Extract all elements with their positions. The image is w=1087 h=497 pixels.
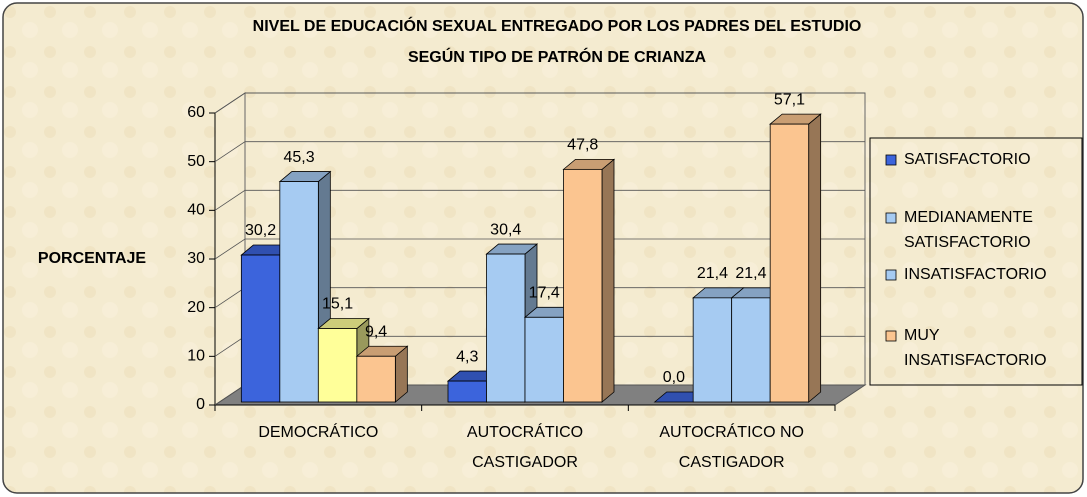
bar-front	[447, 380, 487, 403]
legend-swatch	[885, 212, 897, 224]
bar-front	[279, 181, 319, 403]
value-label: 0,0	[663, 369, 685, 386]
bar-side	[808, 113, 822, 403]
grid-line	[214, 92, 865, 114]
value-label: 45,3	[284, 149, 315, 166]
bar-front	[563, 168, 603, 403]
bar-front	[769, 123, 810, 403]
bar	[278, 170, 332, 403]
value-label: 21,4	[735, 265, 766, 282]
grid-line	[214, 189, 865, 211]
y-tick-label: 0	[196, 396, 205, 413]
value-label: 21,4	[697, 265, 728, 282]
legend-label: MUY INSATISFACTORIO	[904, 327, 1047, 369]
y-tick-label: 20	[187, 299, 205, 316]
value-label: 57,1	[774, 91, 805, 108]
x-tick-label: AUTOCRÁTICO NO CASTIGADOR	[659, 422, 804, 471]
grid-line	[214, 141, 865, 162]
legend-swatch	[885, 269, 897, 281]
bar-front	[731, 297, 771, 403]
bar-front	[240, 254, 281, 403]
grid-line	[214, 238, 865, 260]
bar-front	[486, 253, 526, 403]
y-axis-label: PORCENTAJE	[38, 250, 146, 267]
y-tick-label: 40	[187, 202, 205, 219]
bar	[769, 113, 822, 403]
bar	[562, 158, 616, 403]
x-tick-label: DEMOCRÁTICO	[258, 422, 378, 441]
chart-subtitle: SEGÚN TIPO DE PATRÓN DE CRIANZA	[408, 47, 707, 66]
legend-label: INSATISFACTORIO	[904, 266, 1047, 283]
value-label: 30,4	[490, 221, 521, 238]
bar-front	[356, 355, 396, 403]
value-label: 17,4	[529, 285, 560, 302]
bar-side	[601, 158, 615, 403]
value-label: 9,4	[365, 323, 387, 340]
y-tick-label: 10	[187, 348, 205, 365]
chart-title: NIVEL DE EDUCACIÓN SEXUAL ENTREGADO POR …	[253, 16, 862, 35]
y-tick-label: 50	[187, 153, 205, 170]
value-label: 15,1	[322, 296, 353, 313]
legend-box	[869, 137, 1083, 386]
bar-front	[317, 328, 358, 403]
y-tick-label: 30	[187, 250, 205, 267]
y-tick-label: 60	[187, 104, 205, 121]
value-label: 30,2	[245, 222, 276, 239]
legend-swatch	[885, 330, 897, 342]
x-tick-label: AUTOCRÁTICO CASTIGADOR	[467, 422, 583, 471]
legend-label: MEDIANAMENTE SATISFACTORIO	[904, 209, 1033, 251]
bar-front	[692, 297, 733, 403]
bar-front	[524, 316, 564, 403]
bar	[355, 345, 409, 403]
legend-swatch	[885, 154, 897, 166]
value-label: 47,8	[567, 137, 598, 154]
value-label: 4,3	[456, 348, 478, 365]
legend-label: SATISFACTORIO	[904, 151, 1031, 168]
